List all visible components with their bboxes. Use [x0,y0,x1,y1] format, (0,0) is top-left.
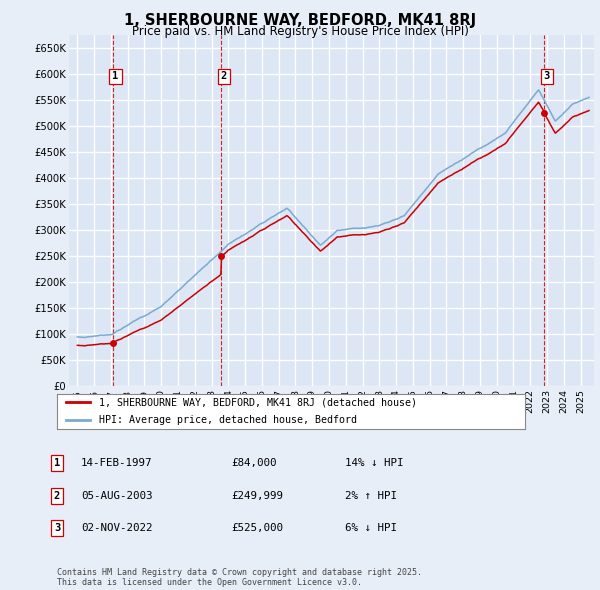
Text: 3: 3 [544,71,550,81]
Text: 1: 1 [112,71,119,81]
Text: 6% ↓ HPI: 6% ↓ HPI [345,523,397,533]
Text: 1, SHERBOURNE WAY, BEDFORD, MK41 8RJ: 1, SHERBOURNE WAY, BEDFORD, MK41 8RJ [124,13,476,28]
Text: £84,000: £84,000 [231,458,277,468]
Text: 2: 2 [54,491,60,500]
Text: £249,999: £249,999 [231,491,283,500]
Text: Contains HM Land Registry data © Crown copyright and database right 2025.
This d: Contains HM Land Registry data © Crown c… [57,568,422,587]
Text: 02-NOV-2022: 02-NOV-2022 [81,523,152,533]
Text: 1: 1 [54,458,60,468]
Text: 2: 2 [221,71,227,81]
Text: 14-FEB-1997: 14-FEB-1997 [81,458,152,468]
Text: 2% ↑ HPI: 2% ↑ HPI [345,491,397,500]
Text: 1, SHERBOURNE WAY, BEDFORD, MK41 8RJ (detached house): 1, SHERBOURNE WAY, BEDFORD, MK41 8RJ (de… [99,398,417,407]
Text: Price paid vs. HM Land Registry's House Price Index (HPI): Price paid vs. HM Land Registry's House … [131,25,469,38]
Text: HPI: Average price, detached house, Bedford: HPI: Average price, detached house, Bedf… [99,415,357,425]
Text: 05-AUG-2003: 05-AUG-2003 [81,491,152,500]
Text: £525,000: £525,000 [231,523,283,533]
Text: 14% ↓ HPI: 14% ↓ HPI [345,458,404,468]
Text: 3: 3 [54,523,60,533]
